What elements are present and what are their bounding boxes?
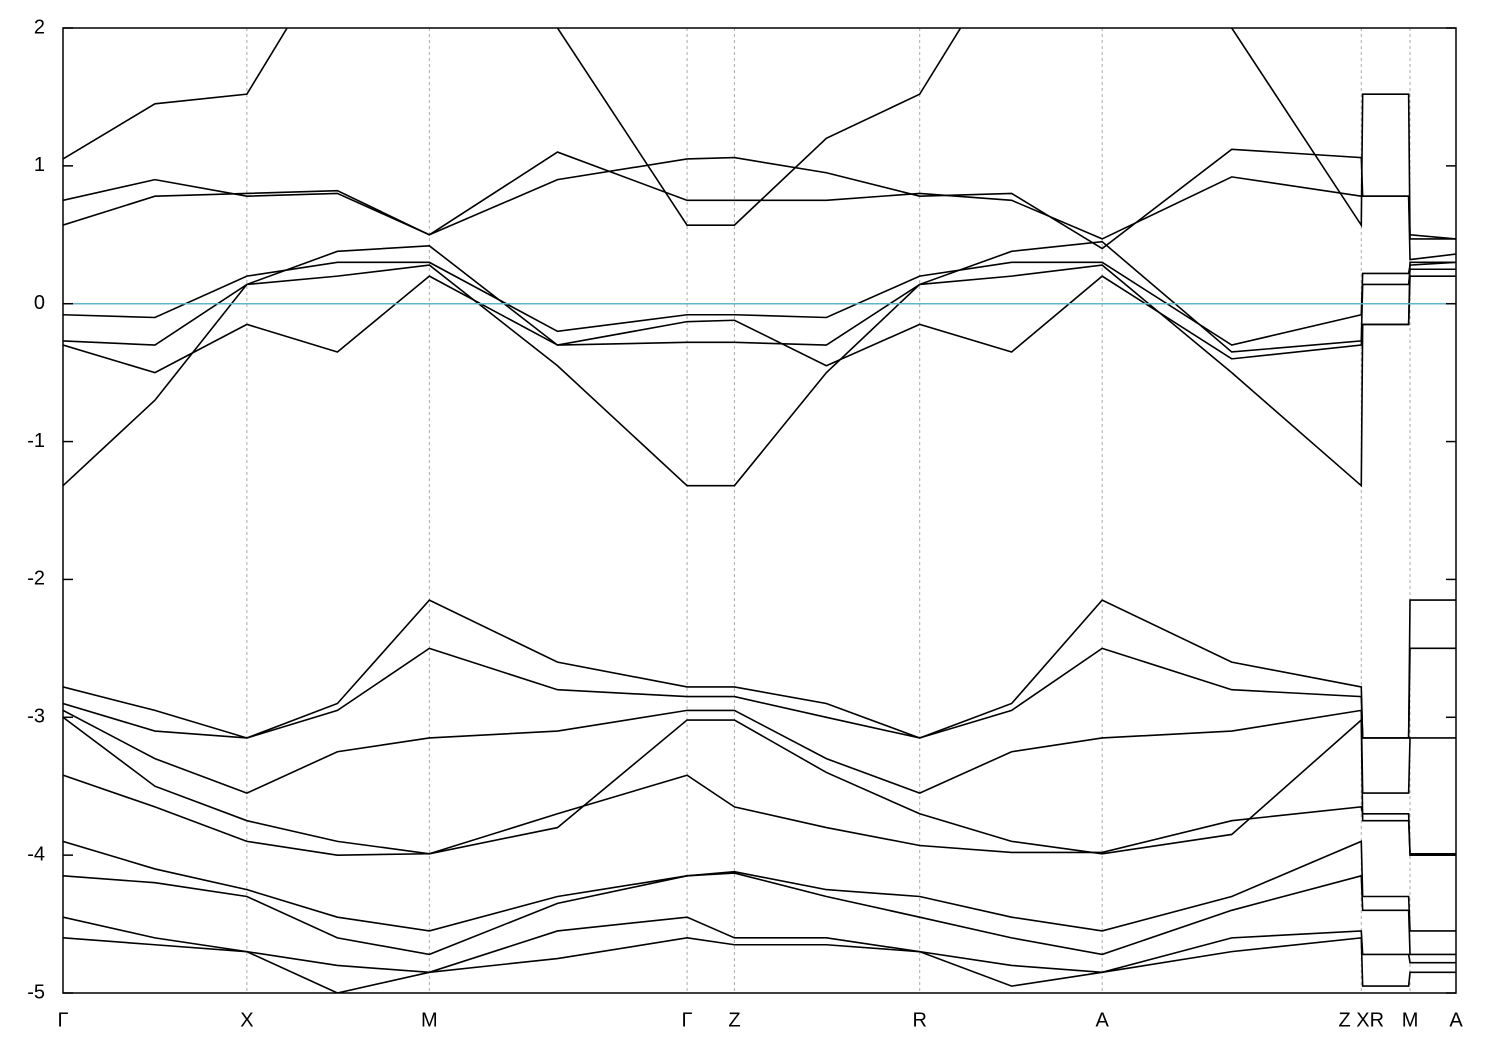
x-tick-label: M xyxy=(421,1009,438,1031)
x-tick-label: Γ xyxy=(57,1009,68,1031)
axes: -5 -4 -3 -2 -1 0 1 2 Γ X M Γ Z R A Z XR M A xyxy=(27,16,1463,1031)
bands xyxy=(63,28,1456,993)
band-line xyxy=(63,936,1456,993)
x-tick-label: A xyxy=(1449,1009,1463,1031)
band-line xyxy=(63,240,1456,353)
band-line xyxy=(63,275,1456,374)
x-tick-label: X xyxy=(240,1009,253,1031)
x-tick-label: Γ xyxy=(682,1009,693,1031)
band-line xyxy=(63,261,1456,488)
x-tick-label: Z xyxy=(728,1009,740,1031)
y-tick-label: -3 xyxy=(27,706,45,728)
y-tick-label: -4 xyxy=(27,843,45,865)
band-line xyxy=(63,774,1456,856)
x-tick-label: R xyxy=(912,1009,926,1031)
y-tick-label: -5 xyxy=(27,981,45,1003)
band-line xyxy=(63,840,1456,932)
y-tick-label: -1 xyxy=(27,430,45,452)
band-line xyxy=(63,647,1456,739)
band-line xyxy=(63,709,1456,794)
y-tick-label: 2 xyxy=(34,16,45,38)
band-line xyxy=(63,28,1456,240)
x-tick-label: A xyxy=(1096,1009,1110,1031)
band-line xyxy=(63,716,1456,855)
y-tick-label: -2 xyxy=(27,568,45,590)
x-tick-label: Z XR xyxy=(1338,1009,1384,1031)
y-tick-label: 0 xyxy=(34,292,45,314)
band-line xyxy=(63,599,1456,739)
y-tick-label: 1 xyxy=(34,154,45,176)
band-line xyxy=(63,916,1456,974)
grid xyxy=(62,28,1457,993)
band-line xyxy=(63,148,1456,250)
plot-frame xyxy=(62,27,1457,994)
band-line xyxy=(63,151,1456,261)
band-line xyxy=(63,872,1456,956)
band-line xyxy=(63,261,1456,346)
x-tick-label: M xyxy=(1402,1009,1419,1031)
